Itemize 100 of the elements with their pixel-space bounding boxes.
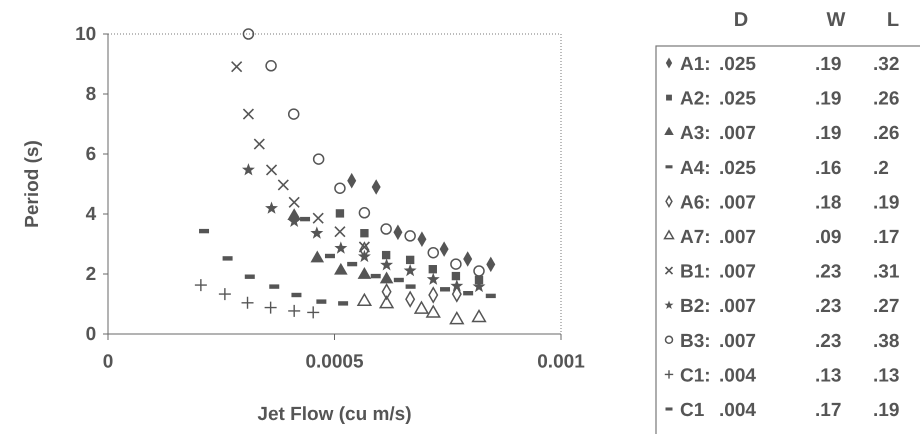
text: .19 [873,400,900,421]
text: .31 [873,262,900,283]
text: .23 [815,296,842,318]
x-tick-label: 0 [102,352,114,373]
y-tick-label: 6 [86,144,96,166]
legend-label: B1: [680,262,711,283]
point [310,226,324,239]
point [264,300,278,314]
point [334,226,346,238]
text: L [886,9,900,31]
legend-label: C1 [680,400,705,421]
point [194,278,208,292]
legend-label: C1: [680,365,711,386]
text: .004 [719,365,756,386]
legend-label: A6: [680,192,711,214]
point [312,212,324,224]
text: .23 [815,262,842,283]
point [288,108,300,120]
point [404,230,416,242]
x-tick-label: 0.0005 [305,352,364,373]
text: .007 [719,262,756,283]
point [242,28,254,40]
legend-label: A4: [680,158,711,179]
point [358,250,371,262]
text: .007 [719,123,756,144]
text: .19 [815,54,842,75]
point [406,256,414,264]
text: .004 [719,400,756,421]
y-tick-label: 10 [75,24,96,46]
point [288,196,300,208]
text: .007 [719,330,756,352]
text: .19 [873,192,900,214]
point [473,265,485,277]
point [380,223,392,235]
legend-label: A3: [680,123,711,144]
y-tick-label: 2 [86,264,96,286]
point [404,264,417,276]
legend-label: A1: [680,54,711,75]
text: .18 [815,192,842,214]
text: .09 [815,227,842,248]
point [357,294,372,306]
point [254,138,266,150]
text: .19 [815,123,842,144]
point [287,304,301,318]
point [382,250,390,260]
point [240,296,254,310]
point [334,241,348,254]
text: .27 [873,296,900,318]
point [278,179,290,191]
text: .26 [873,88,900,110]
text: .007 [719,192,756,214]
point [358,207,370,219]
legend-label: A7: [680,227,711,248]
text: .32 [873,54,900,75]
text: .19 [815,88,842,110]
point [334,182,346,194]
text: .13 [815,365,842,386]
point [242,108,254,120]
point [428,246,440,258]
text: .23 [815,330,842,352]
point [265,202,278,214]
y-tick-label: 0 [86,324,96,346]
point [265,60,277,72]
point [358,241,370,253]
point [428,265,437,274]
text: .025 [719,158,756,179]
x-axis-title: Jet Flow (cu m/s) [257,404,412,425]
legend-label: B2: [680,296,711,318]
y-axis-title: Period (s) [22,140,43,228]
text: .007 [719,296,756,318]
text: .025 [719,54,756,75]
x-tick-label: 0.001 [537,352,586,373]
legend-label: B3: [680,330,711,352]
text: .007 [719,227,756,248]
text: D [734,9,748,31]
text: .16 [815,158,842,179]
legend-label: A2: [680,88,711,110]
text: W [826,9,846,31]
point [230,60,242,72]
text: .2 [873,158,889,179]
point [450,279,464,292]
text: .17 [815,400,842,421]
point [266,164,278,176]
text: .025 [719,88,756,110]
y-tick-label: 8 [86,84,96,106]
point [452,272,460,280]
point [380,258,394,270]
point [360,229,369,238]
point [306,306,320,320]
point [242,163,255,176]
text: .38 [873,330,900,352]
point [218,287,232,301]
point [426,272,440,285]
text: .13 [873,365,900,386]
point [450,258,462,270]
point [312,153,324,165]
text: .17 [873,227,900,248]
y-tick-label: 4 [86,204,97,226]
point [336,209,344,218]
text: .26 [873,123,900,144]
